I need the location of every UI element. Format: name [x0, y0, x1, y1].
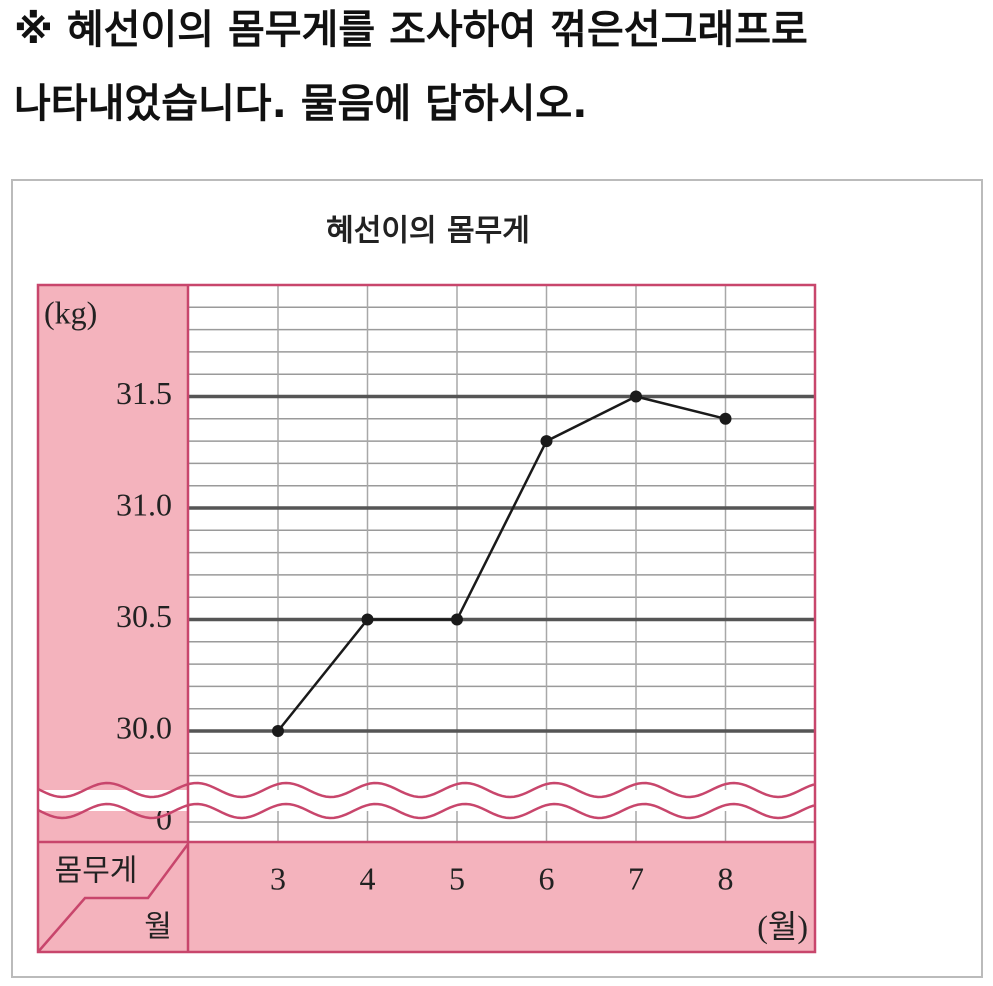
corner-divider	[37, 843, 190, 953]
plot-frame	[36, 283, 817, 954]
x-unit: (월)	[757, 908, 808, 944]
data-line	[277, 395, 726, 732]
data-point	[361, 613, 374, 626]
data-point	[540, 435, 553, 448]
x-tick-label: 8	[718, 860, 734, 896]
data-point	[719, 412, 732, 425]
data-point	[272, 725, 284, 737]
x-tick-label: 3	[270, 860, 286, 896]
x-tick-label: 5	[449, 860, 465, 896]
y-tick-label: 30.0	[116, 709, 172, 745]
y-tick-label: 31.5	[116, 375, 172, 411]
x-tick-label: 7	[628, 860, 644, 896]
chart-title: 혜선이의 몸무게	[326, 214, 530, 249]
y-axis-panel	[38, 285, 188, 842]
data-point	[451, 613, 463, 626]
y-unit: (kg)	[44, 294, 97, 330]
y-tick-label: 30.5	[116, 598, 172, 634]
x-axis-panel	[38, 842, 815, 952]
axis-break-wave	[37, 802, 815, 820]
x-tick-label: 4	[360, 860, 376, 896]
x-tick-label: 6	[539, 860, 555, 896]
question-line: 나타내었습니다. 물음에 답하시오.	[14, 81, 587, 127]
data-point	[630, 390, 642, 403]
axis-break-band	[36, 790, 817, 811]
corner-top: 몸무게	[55, 854, 138, 889]
y-tick-label: 31.0	[116, 486, 172, 522]
corner-bottom: 월	[144, 910, 172, 945]
axis-break-wave	[37, 781, 815, 799]
question-line: ※ 혜선이의 몸무게를 조사하여 꺾은선그래프로	[14, 7, 808, 53]
